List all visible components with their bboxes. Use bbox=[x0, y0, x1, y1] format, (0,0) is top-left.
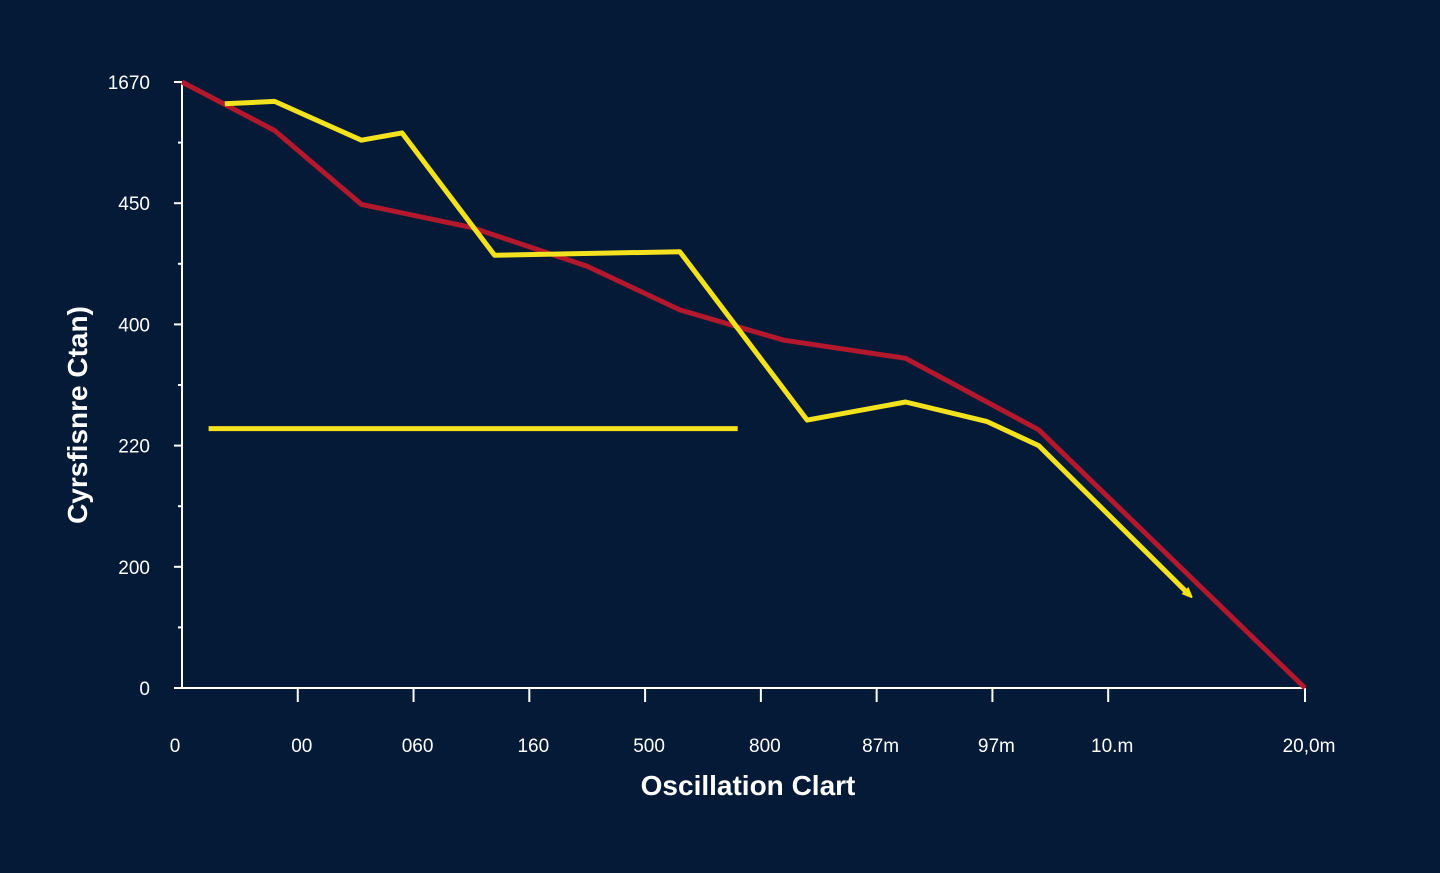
y-axis-title: Cyrsfisnre Ctan) bbox=[62, 306, 93, 524]
series-line-red bbox=[180, 79, 1307, 690]
x-tick-label: 97m bbox=[978, 736, 1015, 757]
y-tick-label: 200 bbox=[118, 558, 150, 579]
x-tick-label: 160 bbox=[517, 736, 549, 757]
x-tick-label: 0 bbox=[170, 736, 181, 757]
x-tick-label: 500 bbox=[633, 736, 665, 757]
series-line-yellow bbox=[224, 98, 1189, 594]
y-tick-label: 400 bbox=[118, 315, 150, 336]
x-tick-label: 00 bbox=[291, 736, 312, 757]
y-tick-label: 0 bbox=[139, 679, 150, 700]
x-tick-label: 060 bbox=[402, 736, 434, 757]
x-tick-label: 800 bbox=[749, 736, 781, 757]
x-tick-label: 10.m bbox=[1091, 736, 1133, 757]
y-tick-label: 220 bbox=[118, 437, 150, 458]
x-axis-title: Oscillation Clart bbox=[641, 770, 856, 801]
y-tick-label: 1670 bbox=[108, 73, 150, 94]
x-tick-label: 20,0m bbox=[1283, 736, 1336, 757]
x-tick-label: 87m bbox=[862, 736, 899, 757]
y-tick-label: 450 bbox=[118, 194, 150, 215]
